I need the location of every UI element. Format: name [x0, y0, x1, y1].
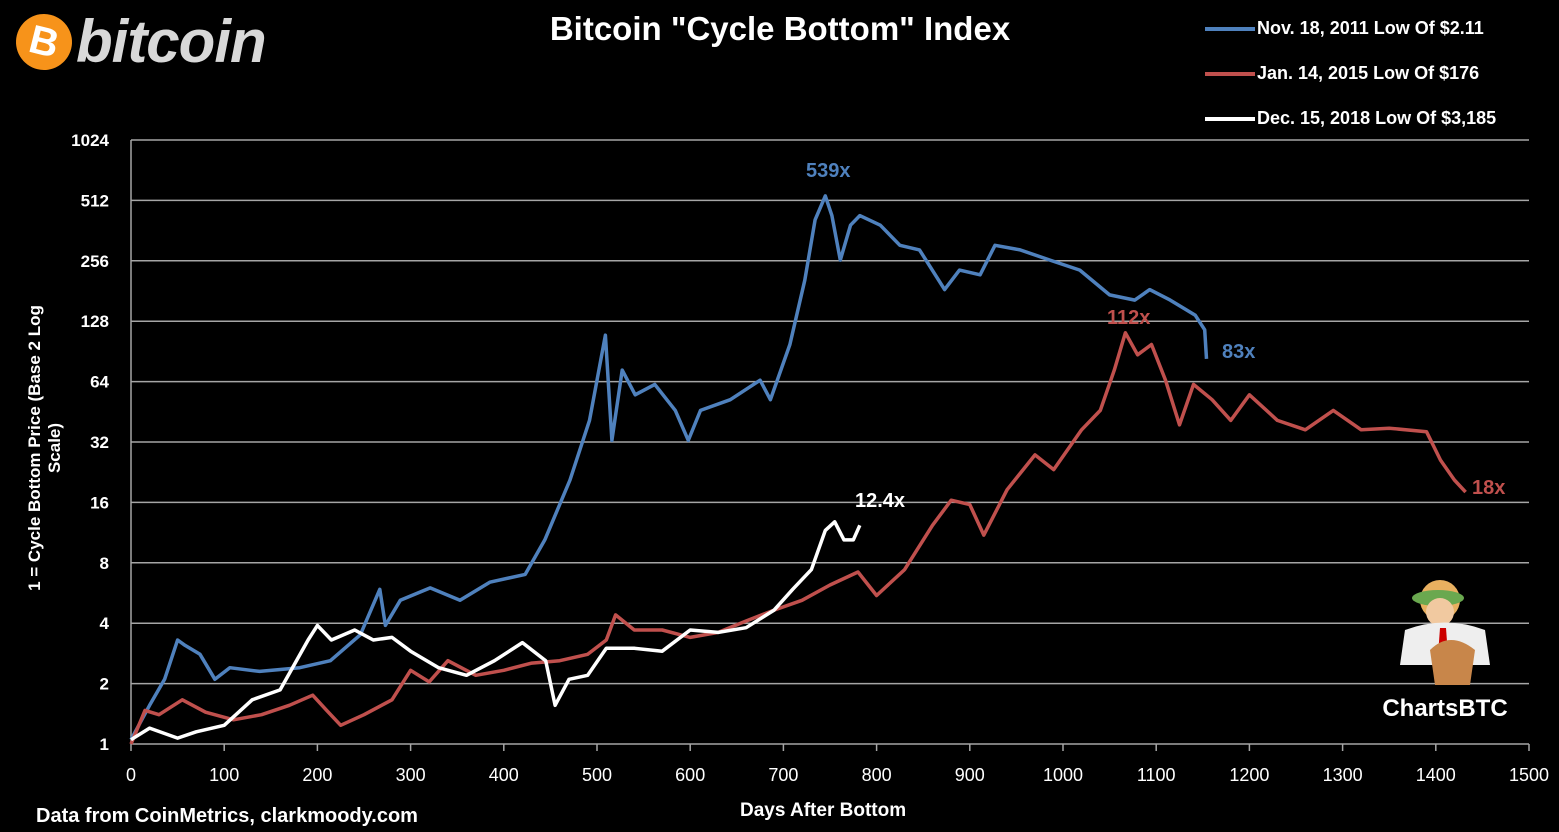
bitcoin-coin-icon: B: [10, 8, 78, 76]
mascot-icon: [1400, 580, 1490, 685]
x-tick-label: 1200: [1229, 765, 1269, 785]
legend-label: Dec. 15, 2018 Low Of $3,185: [1257, 108, 1497, 128]
x-tick-label: 300: [396, 765, 426, 785]
legend-label: Jan. 14, 2015 Low Of $176: [1257, 63, 1480, 83]
x-tick-label: 1000: [1043, 765, 1083, 785]
y-tick-label: 1024: [71, 131, 109, 150]
x-tick-label: 400: [489, 765, 519, 785]
legend-swatch: [1205, 116, 1255, 121]
gridlines: [131, 139, 1529, 685]
annotation-2015-peak: 112x: [1107, 307, 1151, 329]
x-tick-label: 0: [126, 765, 136, 785]
x-axis-label: Days After Bottom: [740, 800, 907, 821]
series-line-2: [130, 520, 862, 742]
y-tick-label: 64: [90, 373, 109, 392]
series-lines: [129, 194, 1467, 745]
y-tick-label: 128: [81, 312, 109, 331]
annotation-2011-peak: 539x: [806, 160, 851, 182]
y-tick-label: 8: [100, 554, 109, 573]
y-tick-label: 256: [81, 252, 109, 271]
y-tick-label: 1: [100, 735, 109, 754]
y-tick-label: 2: [100, 675, 109, 694]
annotation-2011-end: 83x: [1222, 341, 1256, 363]
legend-item-2018: Dec. 15, 2018 Low Of $3,185: [1205, 96, 1496, 141]
bitcoin-wordmark: bitcoin: [76, 8, 267, 75]
legend: Nov. 18, 2011 Low Of $2.11 Jan. 14, 2015…: [1205, 6, 1496, 141]
x-tick-label: 1300: [1323, 765, 1363, 785]
y-tick-label: 4: [100, 614, 110, 633]
legend-swatch: [1205, 71, 1255, 76]
x-tick-label: 600: [675, 765, 705, 785]
x-tick-label: 1500: [1509, 765, 1549, 785]
annotation-2018-end: 12.4x: [855, 490, 906, 512]
x-tick-label: 100: [209, 765, 239, 785]
series-line-0: [129, 194, 1209, 741]
legend-swatch: [1205, 26, 1255, 31]
x-tick-label: 1100: [1137, 765, 1176, 785]
y-axis-label: 1 = Cycle Bottom Price (Base 2 Log Scale…: [25, 305, 64, 591]
x-tick-label: 200: [302, 765, 332, 785]
legend-item-2011: Nov. 18, 2011 Low Of $2.11: [1205, 6, 1496, 51]
chartsbtc-wordmark: ChartsBTC: [1382, 695, 1508, 722]
chart-title: Bitcoin "Cycle Bottom" Index: [549, 10, 1011, 47]
y-tick-label: 512: [81, 191, 109, 210]
y-tick-label: 16: [90, 493, 109, 512]
legend-item-2015: Jan. 14, 2015 Low Of $176: [1205, 51, 1496, 96]
annotation-2015-end: 18x: [1472, 477, 1506, 499]
x-tick-label: 800: [862, 765, 892, 785]
axes: 1 2 4 8 16 32 64 128 256 512 1024 0 100 200 300 400 500 6…: [71, 131, 1549, 785]
x-tick-label: 500: [582, 765, 612, 785]
bitcoin-logo: B bitcoin: [10, 8, 267, 76]
x-tick-label: 1400: [1416, 765, 1456, 785]
source-note: Data from CoinMetrics, clarkmoody.com: [36, 805, 418, 827]
legend-label: Nov. 18, 2011 Low Of $2.11: [1257, 18, 1484, 38]
y-tick-label: 32: [90, 433, 109, 452]
x-tick-label: 700: [768, 765, 798, 785]
x-tick-label: 900: [955, 765, 985, 785]
series-line-1: [129, 331, 1467, 745]
chartsbtc-logo: ChartsBTC: [1375, 570, 1515, 723]
